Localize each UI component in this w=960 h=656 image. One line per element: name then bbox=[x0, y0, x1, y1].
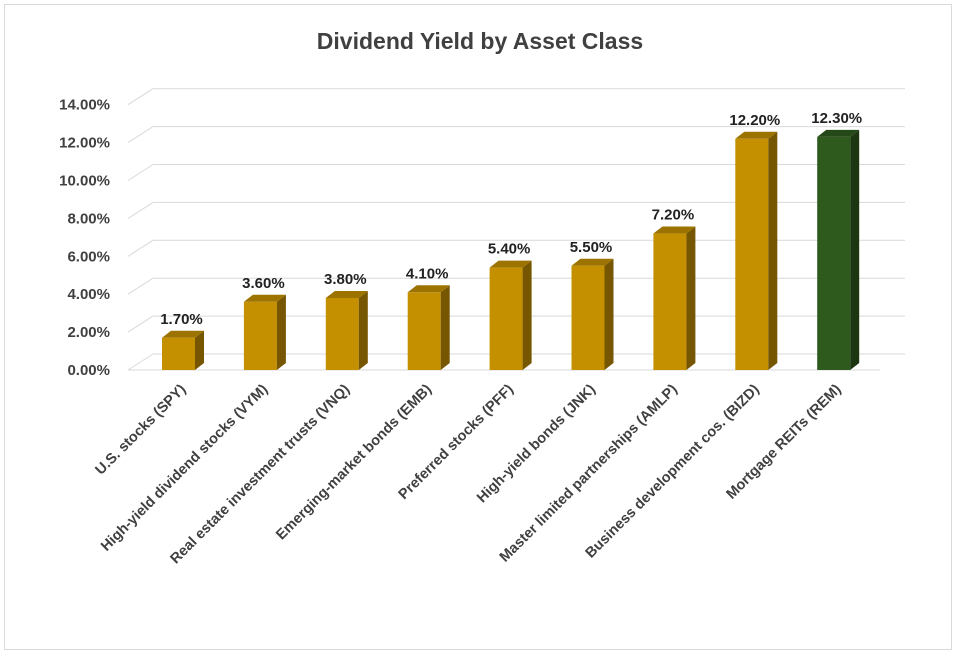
category-label: Business development cos. (BIZD) bbox=[583, 381, 763, 561]
bar-side bbox=[276, 294, 286, 370]
bar-side bbox=[850, 129, 860, 370]
y-axis-ticks: 0.00% 2.00% 4.00% 6.00% 8.00% 10.00% 12.00% 14.… bbox=[59, 97, 110, 379]
bar-side bbox=[686, 226, 696, 370]
y-tick-label: 4.00% bbox=[67, 286, 110, 303]
data-label: 7.20% bbox=[652, 207, 695, 224]
y-tick-label: 14.00% bbox=[59, 97, 110, 114]
data-labels: 1.70% 3.60% 3.80% 4.10% 5.40% 5.50% 7.20% 12.20… bbox=[160, 110, 862, 328]
bar-top bbox=[489, 260, 532, 268]
bar bbox=[243, 294, 286, 370]
data-label: 12.20% bbox=[729, 112, 780, 129]
bar-front bbox=[243, 301, 277, 370]
y-tick-label: 0.00% bbox=[67, 362, 110, 379]
bar-front bbox=[735, 138, 769, 370]
bar bbox=[817, 129, 860, 370]
gridline-diagonal bbox=[127, 164, 154, 181]
bar-top bbox=[653, 226, 696, 234]
data-label: 3.80% bbox=[324, 271, 367, 288]
chart-frame bbox=[4, 4, 952, 650]
bar-front bbox=[817, 136, 851, 370]
bar-side bbox=[604, 258, 614, 370]
bar bbox=[325, 290, 368, 370]
bar-side bbox=[522, 260, 532, 370]
y-tick-label: 2.00% bbox=[67, 324, 110, 341]
bar bbox=[407, 285, 450, 370]
bar-front bbox=[489, 267, 523, 370]
bar-side bbox=[195, 330, 204, 370]
bar bbox=[653, 226, 696, 370]
bar bbox=[571, 258, 614, 370]
bar-top bbox=[243, 294, 286, 302]
gridline-diagonal bbox=[127, 201, 154, 219]
bar bbox=[162, 330, 204, 370]
y-tick-label: 6.00% bbox=[67, 248, 110, 265]
bar-top bbox=[817, 129, 860, 137]
gridline-diagonal bbox=[127, 277, 154, 295]
gridline-diagonal bbox=[127, 315, 154, 333]
bar-front bbox=[407, 292, 441, 370]
bar bbox=[489, 260, 532, 370]
gridline-diagonal bbox=[127, 353, 154, 371]
bars bbox=[162, 129, 860, 370]
y-tick-label: 12.00% bbox=[59, 135, 110, 152]
category-label: Real estate investment trusts (VNQ) bbox=[167, 381, 353, 567]
bar-top bbox=[325, 290, 368, 298]
category-label: High-yield dividend stocks (VYM) bbox=[98, 381, 271, 554]
category-label: Master limited partnerships (AMLP) bbox=[497, 381, 681, 565]
x-axis-categories: U.S. stocks (SPY)High-yield dividend sto… bbox=[93, 381, 845, 567]
data-label: 3.60% bbox=[242, 275, 285, 292]
bar bbox=[735, 131, 778, 370]
category-label: Emerging-market bonds (EMB) bbox=[273, 381, 435, 543]
bar-front bbox=[653, 233, 687, 370]
bar-side bbox=[358, 290, 368, 370]
y-tick-label: 8.00% bbox=[67, 210, 110, 227]
bar-top bbox=[162, 330, 204, 338]
gridline-diagonal bbox=[127, 239, 154, 257]
bar-front bbox=[571, 265, 605, 370]
bar-front bbox=[325, 297, 359, 370]
data-label: 12.30% bbox=[811, 110, 862, 127]
gridline-diagonal bbox=[127, 88, 154, 106]
bar-front bbox=[162, 337, 195, 370]
bar-side bbox=[440, 285, 450, 370]
data-label: 1.70% bbox=[160, 311, 203, 328]
bar-top bbox=[571, 258, 614, 266]
bar-side bbox=[768, 131, 778, 370]
gridline-diagonal bbox=[127, 126, 154, 144]
y-tick-label: 10.00% bbox=[59, 173, 110, 190]
bar-top bbox=[735, 131, 778, 139]
data-label: 5.50% bbox=[570, 239, 613, 256]
category-label: U.S. stocks (SPY) bbox=[93, 381, 190, 478]
data-label: 4.10% bbox=[406, 265, 449, 282]
data-label: 5.40% bbox=[488, 241, 531, 258]
bar-top bbox=[407, 285, 450, 293]
chart-title: Dividend Yield by Asset Class bbox=[316, 28, 644, 54]
